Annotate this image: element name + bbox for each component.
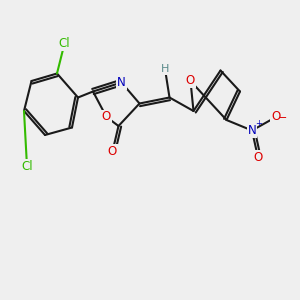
Text: O: O [272,110,280,124]
Text: Cl: Cl [59,37,70,50]
Text: Cl: Cl [21,160,33,173]
Text: N: N [248,124,256,137]
Text: O: O [254,151,262,164]
Text: O: O [102,110,111,124]
Text: +: + [255,119,262,128]
Text: O: O [108,145,117,158]
Text: −: − [278,113,287,124]
Text: N: N [117,76,126,89]
Text: O: O [186,74,195,88]
Text: H: H [161,64,169,74]
